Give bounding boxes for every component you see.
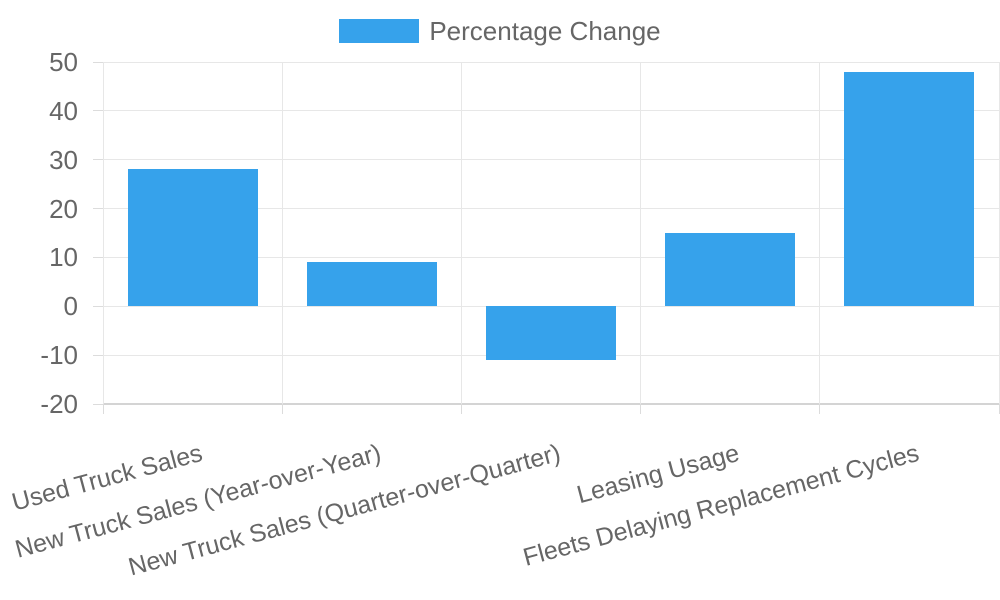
x-axis-tick bbox=[998, 404, 1000, 414]
y-axis-tick bbox=[93, 403, 103, 405]
y-gridline bbox=[103, 61, 999, 63]
y-axis-tick bbox=[93, 256, 103, 258]
x-gridline bbox=[998, 62, 1000, 404]
y-gridline bbox=[103, 110, 999, 112]
x-axis-tick bbox=[460, 404, 462, 414]
x-axis-tick bbox=[640, 404, 642, 414]
x-axis-tick bbox=[281, 404, 283, 414]
bar-4 bbox=[665, 233, 796, 307]
legend-swatch-icon bbox=[339, 19, 420, 43]
y-axis-tick-label: -20 bbox=[40, 389, 78, 419]
bar-5 bbox=[844, 71, 975, 307]
y-axis-tick bbox=[93, 61, 103, 63]
x-axis-tick bbox=[102, 404, 104, 414]
y-axis-tick-label: -10 bbox=[40, 340, 78, 371]
bar-2 bbox=[306, 262, 437, 307]
x-axis-tick bbox=[819, 404, 821, 414]
y-axis-tick-label: 0 bbox=[63, 291, 78, 322]
chart-legend: Percentage Change bbox=[0, 16, 1000, 46]
y-gridline bbox=[103, 159, 999, 161]
y-axis-tick bbox=[93, 305, 103, 307]
x-gridline bbox=[819, 62, 821, 404]
y-gridline bbox=[103, 208, 999, 210]
bar-3 bbox=[486, 306, 616, 361]
y-axis-tick-label: 10 bbox=[49, 242, 78, 273]
x-gridline bbox=[102, 62, 104, 404]
y-axis-tick bbox=[93, 159, 103, 161]
y-gridline bbox=[103, 256, 999, 258]
y-gridline bbox=[103, 403, 999, 405]
y-axis-tick-label: 40 bbox=[49, 95, 78, 126]
y-axis-tick-label: 30 bbox=[49, 144, 78, 175]
y-axis-tick bbox=[93, 354, 103, 356]
y-axis-tick-label: 20 bbox=[49, 193, 78, 224]
x-gridline bbox=[460, 62, 462, 404]
x-gridline bbox=[640, 62, 642, 404]
y-axis-tick bbox=[93, 208, 103, 210]
y-axis-tick-label: 50 bbox=[49, 47, 78, 77]
x-gridline bbox=[281, 62, 283, 404]
bar-1 bbox=[127, 169, 258, 307]
legend-label: Percentage Change bbox=[429, 16, 661, 46]
y-axis-tick bbox=[93, 110, 103, 112]
